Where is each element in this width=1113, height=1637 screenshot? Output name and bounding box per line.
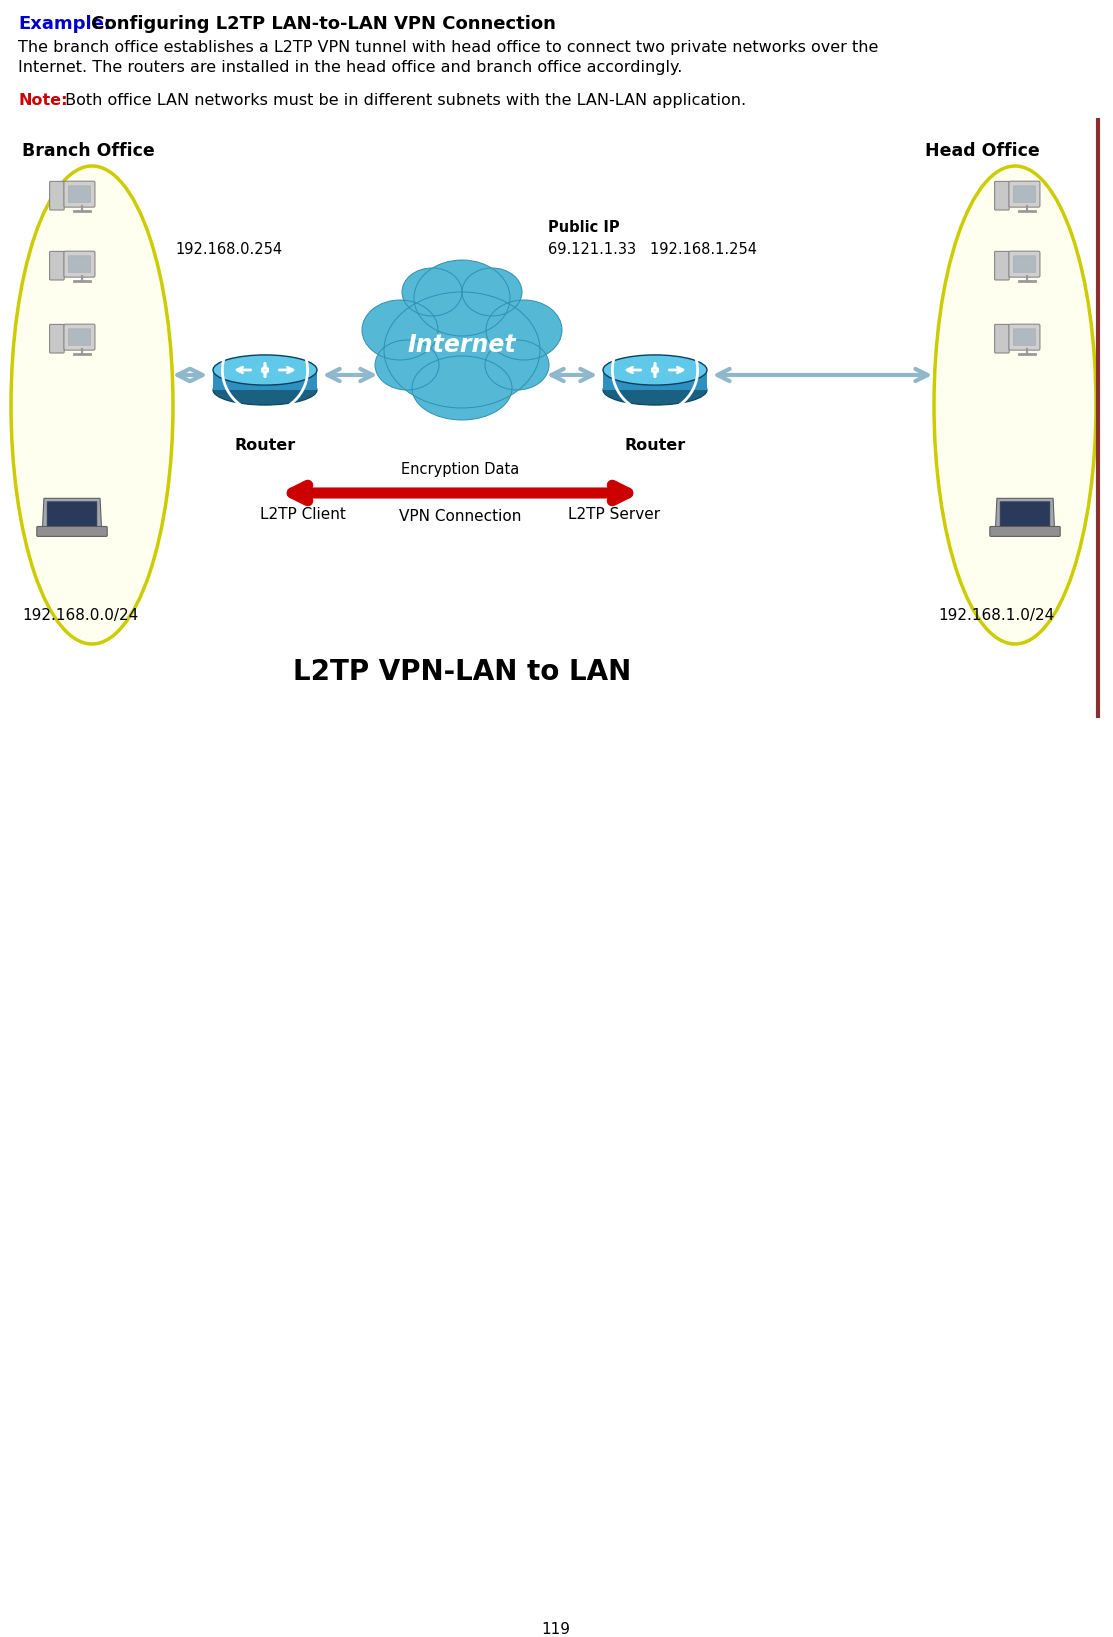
FancyBboxPatch shape [1009,324,1040,350]
FancyBboxPatch shape [68,187,90,203]
Text: Branch Office: Branch Office [22,142,155,160]
Text: Example:: Example: [18,15,111,33]
FancyBboxPatch shape [1013,187,1035,203]
Text: L2TP Client: L2TP Client [260,507,346,522]
Ellipse shape [384,291,540,408]
Text: Public IP: Public IP [548,219,620,236]
Ellipse shape [414,260,510,336]
Text: Router: Router [624,439,686,453]
Text: 192.168.0.0/24: 192.168.0.0/24 [22,607,138,624]
Ellipse shape [213,375,317,404]
FancyBboxPatch shape [63,324,95,350]
Ellipse shape [11,165,173,643]
FancyBboxPatch shape [995,252,1009,280]
Text: L2TP Server: L2TP Server [568,507,660,522]
Text: Head Office: Head Office [925,142,1040,160]
Polygon shape [603,370,707,390]
Ellipse shape [603,355,707,385]
Ellipse shape [402,268,462,316]
FancyBboxPatch shape [989,527,1061,537]
Text: VPN Connection: VPN Connection [398,509,521,524]
FancyBboxPatch shape [63,250,95,277]
Text: Router: Router [235,439,296,453]
FancyBboxPatch shape [68,255,90,272]
Ellipse shape [412,355,512,421]
Ellipse shape [486,300,562,360]
FancyBboxPatch shape [50,182,65,210]
Ellipse shape [362,300,439,360]
Text: Internet. The routers are installed in the head office and branch office accordi: Internet. The routers are installed in t… [18,61,682,75]
FancyBboxPatch shape [47,501,97,525]
FancyBboxPatch shape [68,329,90,345]
Polygon shape [213,370,317,390]
Text: The branch office establishes a L2TP VPN tunnel with head office to connect two : The branch office establishes a L2TP VPN… [18,39,878,56]
Text: Note:: Note: [18,93,68,108]
Text: 192.168.0.254: 192.168.0.254 [175,242,282,257]
Text: Internet: Internet [407,332,516,357]
Text: 69.121.1.33   192.168.1.254: 69.121.1.33 192.168.1.254 [548,242,757,257]
FancyBboxPatch shape [37,527,107,537]
FancyBboxPatch shape [1013,329,1035,345]
Text: Configuring L2TP LAN-to-LAN VPN Connection: Configuring L2TP LAN-to-LAN VPN Connecti… [85,15,555,33]
FancyBboxPatch shape [1009,250,1040,277]
Text: 192.168.1.0/24: 192.168.1.0/24 [938,607,1054,624]
Polygon shape [42,498,101,529]
FancyBboxPatch shape [50,324,65,354]
Ellipse shape [213,355,317,385]
Ellipse shape [375,340,439,390]
FancyBboxPatch shape [999,501,1050,525]
Text: Both office LAN networks must be in different subnets with the LAN-LAN applicati: Both office LAN networks must be in diff… [60,93,746,108]
Ellipse shape [603,375,707,404]
Text: 119: 119 [542,1622,571,1637]
FancyBboxPatch shape [50,252,65,280]
FancyBboxPatch shape [995,182,1009,210]
Ellipse shape [934,165,1096,643]
FancyBboxPatch shape [995,324,1009,354]
FancyBboxPatch shape [1009,182,1040,208]
Text: L2TP VPN-LAN to LAN: L2TP VPN-LAN to LAN [293,658,631,686]
Text: Encryption Data: Encryption Data [401,462,519,476]
FancyBboxPatch shape [63,182,95,208]
FancyBboxPatch shape [1013,255,1035,272]
Ellipse shape [485,340,549,390]
Ellipse shape [462,268,522,316]
Polygon shape [995,498,1054,529]
